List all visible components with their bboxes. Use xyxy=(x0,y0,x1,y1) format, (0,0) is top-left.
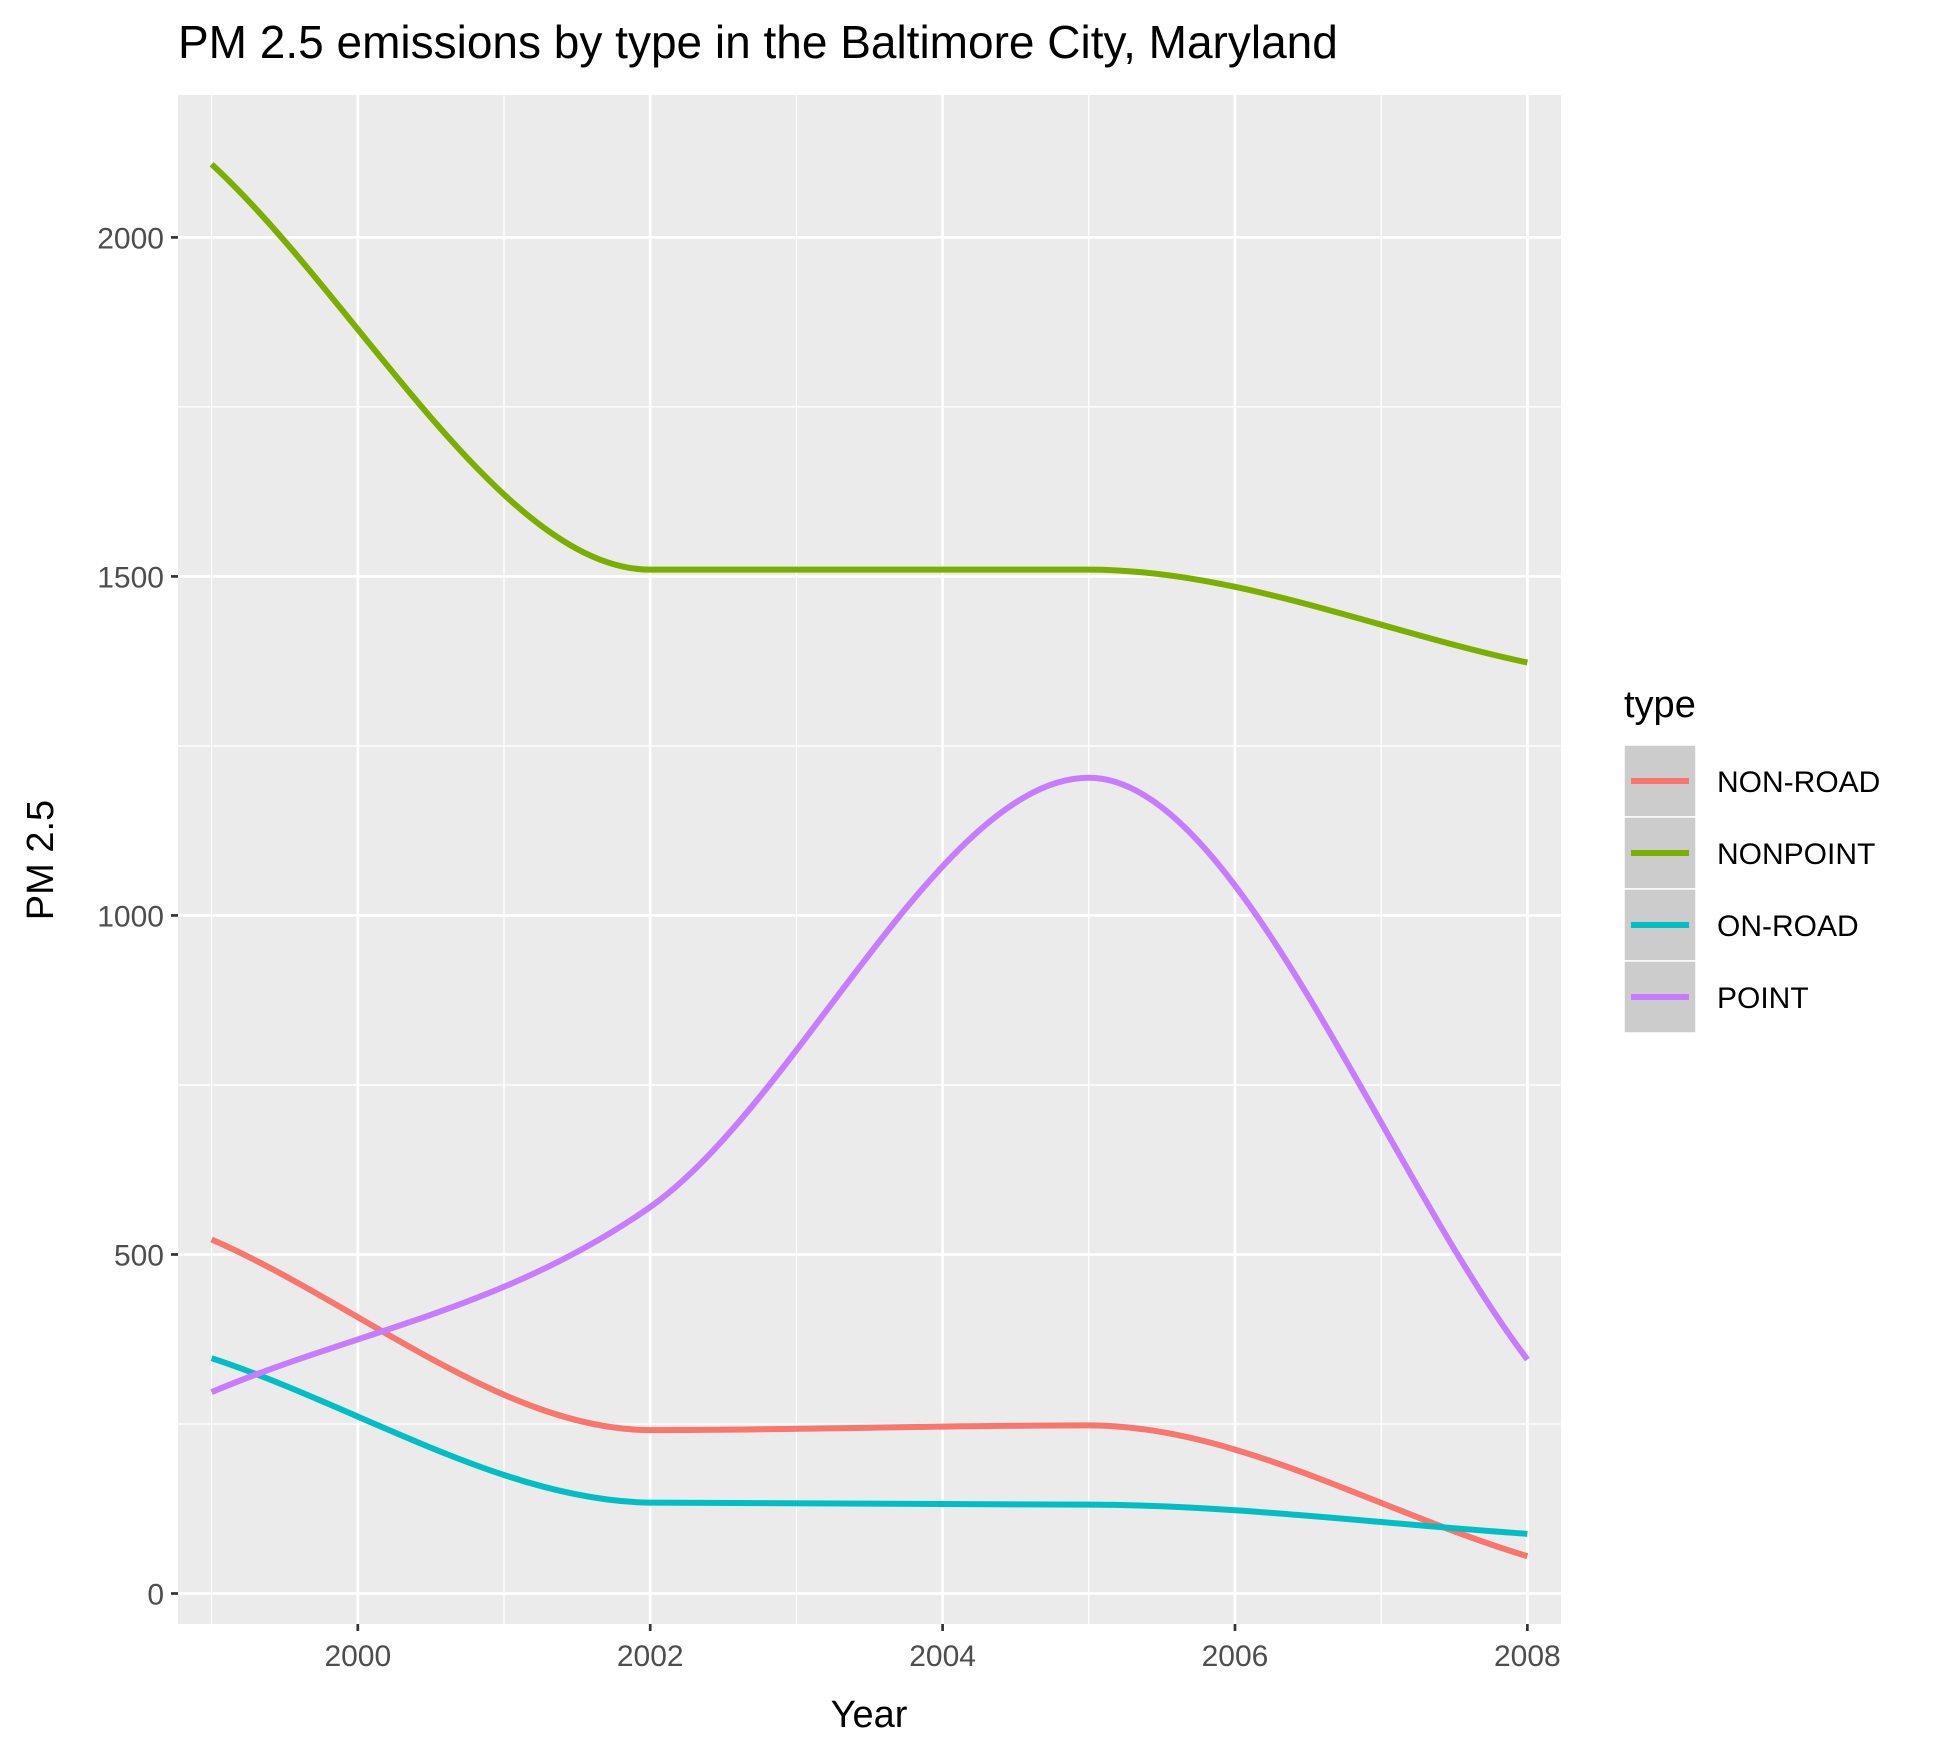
y-tick-label: 500 xyxy=(114,1239,164,1272)
x-tick-label: 2000 xyxy=(324,1640,391,1673)
series-lines xyxy=(209,161,1530,1560)
series-line-point xyxy=(210,774,1530,1395)
legend-label-non-road: NON-ROAD xyxy=(1717,766,1880,799)
series-line-on-road xyxy=(210,1355,1528,1537)
axis-ticks xyxy=(171,236,1529,1631)
legend-items: NON-ROAD NONPOINT ON-ROAD POINT xyxy=(1623,744,1880,1034)
y-tick-label: 2000 xyxy=(97,222,164,255)
y-tick-label: 1000 xyxy=(97,900,164,933)
legend-label-on-road: ON-ROAD xyxy=(1717,910,1859,943)
chart-title: PM 2.5 emissions by type in the Baltimor… xyxy=(178,16,1338,68)
tick-labels: 2000 2002 2004 2006 2008 0 500 1000 1500 2000 xyxy=(97,222,1561,1673)
y-axis-title: PM 2.5 xyxy=(20,800,62,920)
series-line-nonpoint xyxy=(209,161,1529,666)
y-tick-label: 1500 xyxy=(97,561,164,594)
grid-major xyxy=(178,95,1561,1624)
x-tick-label: 2004 xyxy=(909,1640,976,1673)
y-tick-label: 0 xyxy=(147,1578,164,1611)
grid-minor xyxy=(178,95,1561,1624)
x-tick-label: 2006 xyxy=(1202,1640,1269,1673)
legend-label-nonpoint: NONPOINT xyxy=(1717,838,1875,871)
x-tick-label: 2008 xyxy=(1494,1640,1561,1673)
plot-panel xyxy=(178,95,1561,1624)
legend: type NON-ROAD NONPOINT ON-ROAD POINT xyxy=(1623,684,1880,1034)
legend-title: type xyxy=(1624,684,1696,726)
x-tick-label: 2002 xyxy=(617,1640,684,1673)
x-axis-title: Year xyxy=(831,1694,908,1736)
series-line-non-road xyxy=(210,1236,1529,1560)
legend-label-point: POINT xyxy=(1717,982,1809,1015)
